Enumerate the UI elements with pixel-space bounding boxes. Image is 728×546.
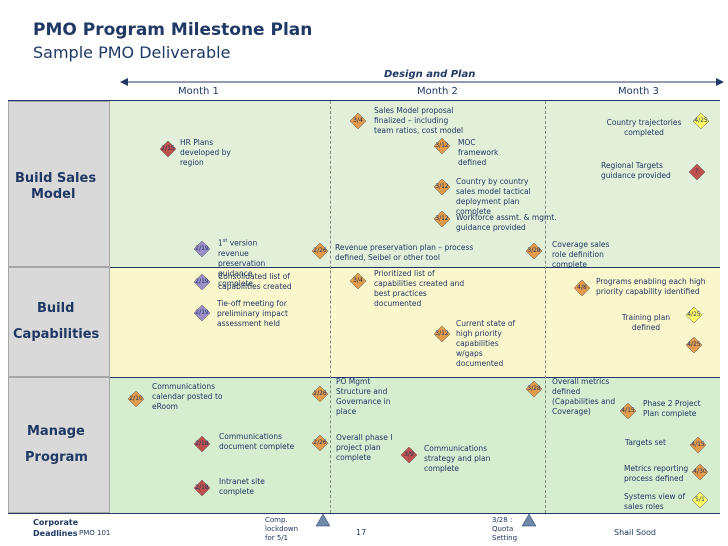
milestone-diamond-yellow: 4/25: [693, 113, 709, 129]
milestone-text: Coverage sales role definition complete: [552, 240, 610, 269]
capabilities-band: [110, 267, 720, 377]
row-label-line: Program: [25, 450, 88, 465]
milestone-diamond-red: 2/18: [194, 436, 210, 452]
milestone-diamond-red: 2/18: [194, 480, 210, 496]
deadline-triangle-icon: [521, 513, 537, 527]
milestone-text: PO Mgmt Structure and Governance in plac…: [336, 377, 391, 416]
header-divider: [8, 100, 720, 101]
milestone-text: Targets set: [625, 438, 666, 447]
milestone-text: Prioritized list of capabilities created…: [374, 269, 465, 308]
milestone-text: Training plan defined: [621, 313, 671, 332]
row-label-line: Build Sales: [15, 171, 97, 186]
milestone-diamond-red: 2/15: [160, 141, 176, 157]
sales-model-band: [110, 101, 720, 267]
manage-program-band: [110, 377, 720, 513]
row-label-line: Capabilities: [13, 327, 100, 342]
milestone-diamond-orange: 3/12: [434, 138, 450, 154]
row-divider: [8, 377, 720, 378]
milestone-text: Country by country sales model tactical …: [456, 177, 531, 216]
month-separator: [330, 101, 331, 513]
page-subtitle: Sample PMO Deliverable: [33, 43, 231, 62]
row-label-line: Build: [37, 301, 75, 316]
milestone-diamond-orange: 3/12: [434, 211, 450, 227]
milestone-text: HR Plans developed by region: [180, 138, 231, 167]
month-3-label: Month 3: [618, 86, 659, 97]
milestone-text: Tie-off meeting for preliminary impact a…: [217, 299, 288, 328]
milestone-diamond-orange: 4/25: [686, 337, 702, 353]
milestone-diamond-yellow: 4/25: [686, 307, 702, 323]
row-divider: [8, 513, 720, 514]
row-label-line: Manage: [27, 424, 85, 439]
milestone-diamond-purple: 2/19: [194, 274, 210, 290]
page-title: PMO Program Milestone Plan: [33, 20, 313, 40]
milestone-text: Programs enabling each high priority cap…: [596, 277, 706, 296]
milestone-text: Revenue preservation plan – process defi…: [335, 243, 474, 262]
footer-author: Shail Sood: [614, 528, 656, 537]
page-number: 17: [356, 528, 367, 537]
milestone-text: Current state of high priority capabilit…: [456, 319, 516, 368]
milestone-text: Overall phase I project plan complete: [336, 433, 393, 462]
milestone-text: Phase 2 Project Plan complete: [643, 399, 701, 418]
row-label-capabilities: Build Capabilities: [8, 267, 110, 377]
milestone-diamond-orange: 3/12: [434, 179, 450, 195]
milestone-text: Country trajectories completed: [606, 118, 682, 137]
milestone-diamond-purple: 2/19: [194, 241, 210, 257]
milestone-text: Communications strategy and plan complet…: [424, 444, 491, 473]
milestone-diamond-orange: 2/26: [312, 435, 328, 451]
month-separator: [545, 101, 546, 513]
milestone-diamond-orange: 2/10: [128, 391, 144, 407]
corporate-deadlines-label: Corporate Deadlines: [33, 518, 79, 538]
milestone-text: Consolidated list of capabilities create…: [218, 272, 292, 291]
row-label-manage-program: Manage Program: [8, 377, 110, 513]
milestone-text: Communications calendar posted to eRoom: [152, 382, 223, 411]
milestone-diamond-red: ?: [689, 164, 705, 180]
milestone-diamond-orange: 3/4: [350, 273, 366, 289]
milestone-text: MOC framework defined: [458, 138, 499, 167]
milestone-diamond-orange: 2/26: [312, 386, 328, 402]
footer-pmo: PMO 101: [79, 529, 111, 537]
milestone-diamond-orange: 3/4: [350, 113, 366, 129]
milestone-text: 1st version revenue preservation guidanc…: [218, 238, 266, 288]
milestone-diamond-orange: 2/26: [312, 243, 328, 259]
milestone-text: Communications document complete: [219, 432, 295, 451]
phase-label: Design and Plan: [384, 69, 476, 80]
milestone-text: Overall metrics defined (Capabilities an…: [552, 377, 616, 416]
milestone-diamond-orange: 4/8: [574, 280, 590, 296]
comp-lockdown-label: Comp. lockdown for 5/1: [265, 516, 299, 542]
milestone-diamond-orange: 3/12: [434, 326, 450, 342]
row-label-sales-model: Build Sales Model: [8, 101, 110, 267]
row-label-line: Model: [31, 187, 76, 202]
milestone-text: Systems view of sales roles: [624, 492, 686, 511]
milestone-diamond-yellow: 5/1: [692, 492, 708, 508]
month-1-label: Month 1: [178, 86, 219, 97]
row-divider: [8, 267, 720, 268]
month-2-label: Month 2: [417, 86, 458, 97]
milestone-diamond-orange: 4/15: [620, 403, 636, 419]
milestone-text: Intranet site complete: [219, 477, 265, 496]
milestone-diamond-orange: 3/28: [526, 381, 542, 397]
milestone-diamond-purple: 2/19: [194, 305, 210, 321]
milestone-text: Metrics reporting process defined: [624, 464, 689, 483]
milestone-text: Regional Targets guidance provided: [601, 161, 671, 180]
quota-setting-label: 3/28 : Quota Setting: [492, 516, 518, 542]
milestone-diamond-orange: 4/30: [692, 464, 708, 480]
deadline-triangle-icon: [315, 513, 331, 527]
milestone-text: Workforce assmt. & mgmt. guidance provid…: [456, 213, 557, 232]
milestone-diamond-orange: 4/15: [690, 437, 706, 453]
milestone-diamond-red: 3/9: [401, 447, 417, 463]
milestone-diamond-orange: 3/28: [526, 243, 542, 259]
milestone-text: Sales Model proposal finalized – includi…: [374, 106, 464, 135]
timeline-arrow: [120, 78, 724, 86]
